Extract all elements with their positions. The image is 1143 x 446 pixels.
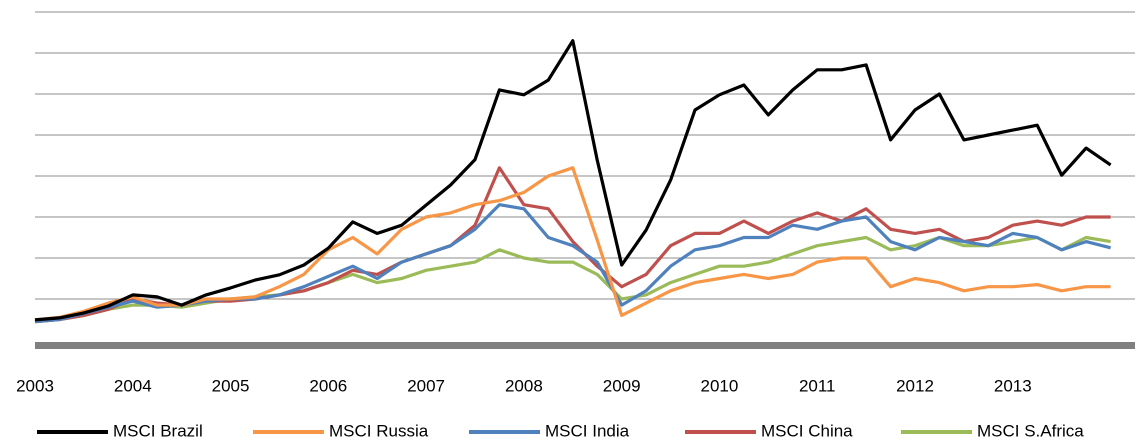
x-axis xyxy=(35,342,1135,349)
x-tick-label: 2011 xyxy=(799,376,836,395)
x-tick-label: 2007 xyxy=(407,376,445,395)
x-tick-label: 2003 xyxy=(16,376,54,395)
x-tick-label: 2013 xyxy=(994,376,1032,395)
legend-label: MSCI China xyxy=(761,421,853,440)
x-tick-label: 2010 xyxy=(701,376,739,395)
x-tick-label: 2009 xyxy=(603,376,641,395)
x-tick-label: 2005 xyxy=(212,376,250,395)
x-tick-label: 2004 xyxy=(114,376,152,395)
x-tick-label: 2008 xyxy=(505,376,543,395)
legend-label: MSCI Brazil xyxy=(113,421,203,440)
legend-label: MSCI S.Africa xyxy=(977,421,1084,440)
x-tick-label: 2006 xyxy=(309,376,347,395)
legend-label: MSCI India xyxy=(545,421,630,440)
x-tick-label: 2012 xyxy=(896,376,934,395)
legend-label: MSCI Russia xyxy=(329,421,429,440)
series-line xyxy=(34,166,1111,322)
series-line xyxy=(34,39,1112,322)
